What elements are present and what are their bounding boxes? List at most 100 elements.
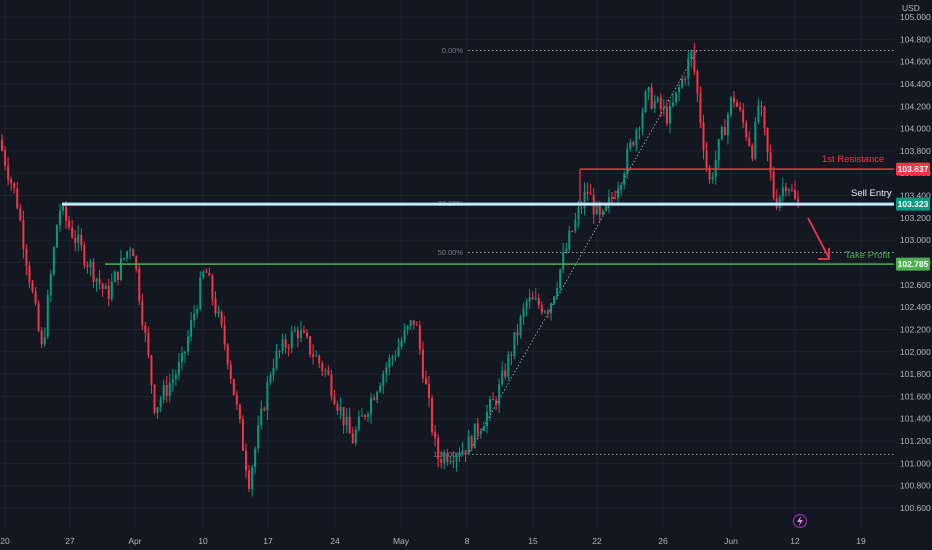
candle-body — [525, 301, 528, 309]
candle-body — [644, 91, 647, 112]
candle-body — [473, 423, 476, 449]
candle-body — [238, 404, 241, 420]
candle-body — [367, 414, 369, 418]
price-tick-label: 104.600 — [900, 57, 931, 67]
candle-body — [315, 355, 318, 357]
candle-body — [58, 210, 61, 226]
candle-body — [601, 210, 604, 215]
candle-body — [370, 397, 373, 415]
candle-body — [354, 429, 357, 444]
candle-body — [19, 208, 22, 221]
price-tick-label: 101.000 — [900, 458, 931, 468]
price-tick-label: 104.800 — [900, 34, 931, 44]
candle-body — [653, 101, 656, 109]
candle-body — [214, 298, 217, 314]
candle-body — [507, 354, 510, 377]
time-tick-label: 24 — [330, 536, 340, 546]
candle-body — [751, 145, 754, 159]
candle-body — [632, 141, 635, 146]
candle-body — [360, 415, 363, 417]
candle-body — [159, 399, 162, 408]
candle-body — [110, 281, 113, 299]
candle-body — [376, 391, 379, 400]
candle-body — [467, 436, 470, 455]
candle-body — [193, 313, 196, 321]
price-tick-label: 100.800 — [900, 481, 931, 491]
candle-body — [324, 370, 327, 372]
candle-body — [104, 285, 107, 289]
candle-body — [546, 311, 549, 314]
take-profit-price-badge-text: 102.785 — [898, 259, 929, 269]
price-tick-label: 104.000 — [900, 124, 931, 134]
lightning-icon[interactable] — [792, 513, 808, 529]
candle-body — [736, 102, 739, 107]
candle-body — [696, 71, 699, 94]
short-arrow-shaft — [807, 217, 830, 259]
candle-body — [498, 384, 501, 406]
candle-body — [312, 354, 315, 357]
candle-body — [278, 351, 281, 353]
price-tick-label: 102.200 — [900, 324, 931, 334]
candle-body — [748, 137, 751, 146]
candle-body — [37, 303, 40, 331]
candle-body — [382, 373, 385, 386]
candle-body — [772, 171, 775, 199]
price-tick-label: 103.800 — [900, 146, 931, 156]
candle-body — [787, 189, 790, 191]
candle-body — [397, 346, 400, 357]
price-tick-label: 102.000 — [900, 347, 931, 357]
candle-body — [470, 436, 473, 449]
candle-body — [92, 261, 95, 282]
candle-body — [516, 332, 519, 336]
candle-body — [668, 105, 671, 124]
candle-body — [440, 459, 443, 463]
candle-body — [647, 87, 650, 92]
candle-body — [553, 296, 556, 304]
candle-body — [492, 399, 495, 401]
candle-body — [205, 271, 208, 273]
candle-body — [431, 398, 434, 433]
candle-body — [266, 381, 269, 411]
candle-body — [760, 105, 763, 107]
time-tick-label: 17 — [263, 536, 273, 546]
candle-body — [162, 385, 165, 400]
candle-body — [781, 187, 784, 197]
candle-body — [275, 351, 278, 368]
candle-body — [345, 416, 348, 426]
candle-body — [656, 97, 659, 102]
candle-body — [495, 399, 498, 406]
candle-body — [391, 357, 394, 359]
candle-body — [623, 173, 626, 186]
candle-body — [46, 294, 49, 337]
candle-body — [10, 179, 13, 184]
candle-body — [550, 303, 552, 314]
candle-body — [55, 225, 58, 248]
candle-body — [306, 332, 308, 337]
candle-body — [132, 249, 135, 257]
lightning-icon-bolt — [797, 516, 803, 526]
candle-body — [71, 227, 74, 238]
candle-body — [580, 207, 583, 209]
candle-body — [373, 397, 376, 400]
candle-body — [784, 187, 787, 191]
time-tick-label: 22 — [592, 536, 602, 546]
sell-entry-label: Sell Entry — [851, 188, 892, 199]
candle-body — [409, 320, 412, 327]
candle-body — [620, 185, 623, 190]
candle-body — [754, 121, 757, 159]
candle-body — [476, 423, 479, 434]
candle-body — [281, 339, 284, 352]
candle-body — [299, 330, 302, 338]
candle-body — [778, 196, 781, 208]
time-tick-label: 15 — [528, 536, 538, 546]
candle-body — [113, 271, 116, 282]
candle-body — [726, 114, 729, 135]
candle-body — [229, 364, 232, 379]
candle-body — [794, 189, 796, 199]
candle-body — [708, 167, 711, 180]
candle-body — [190, 320, 193, 337]
candle-body — [168, 383, 171, 396]
candle-body — [49, 274, 52, 295]
